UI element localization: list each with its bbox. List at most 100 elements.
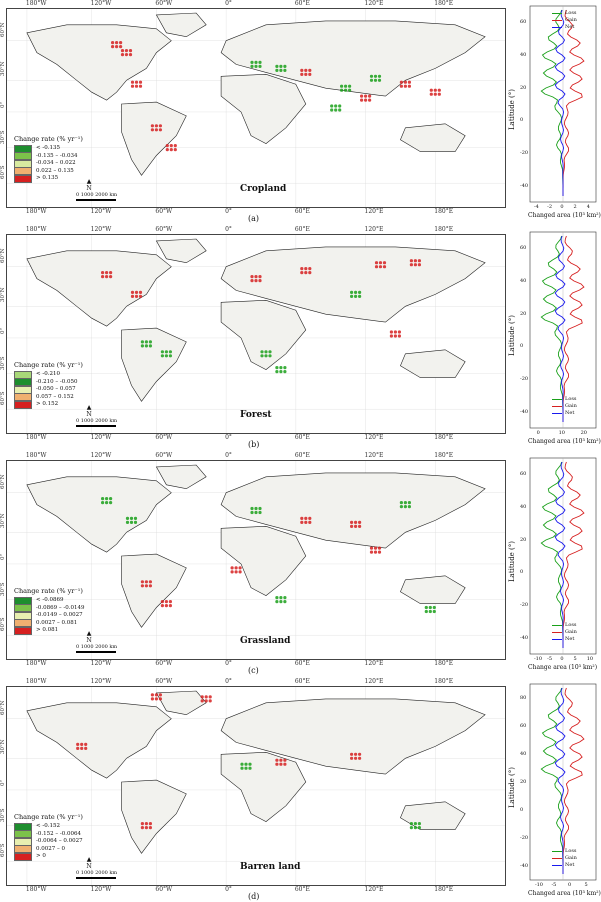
change-patch bbox=[397, 334, 401, 338]
chart-legend-swatch bbox=[552, 12, 562, 15]
chart-xtick: 10 bbox=[558, 430, 565, 436]
change-patch bbox=[354, 294, 358, 298]
legend-label: -0.135 – -0.034 bbox=[36, 152, 78, 159]
change-patch bbox=[120, 53, 125, 57]
change-patch bbox=[399, 84, 403, 88]
change-patch bbox=[234, 566, 238, 570]
longitude-label: 0° bbox=[225, 886, 232, 893]
change-patch bbox=[407, 80, 411, 84]
map-title: Grassland bbox=[240, 636, 291, 646]
change-patch bbox=[148, 822, 152, 826]
change-patch bbox=[105, 271, 109, 275]
chart-ytick: 20 bbox=[520, 779, 527, 785]
change-patch bbox=[283, 762, 287, 766]
europe-asia-landmass bbox=[220, 20, 486, 97]
longitude-label: 120°W bbox=[90, 208, 112, 215]
map-legend: Change rate (% yr⁻¹) < -0.0869 -0.0869 – -… bbox=[14, 588, 84, 635]
change-patch bbox=[428, 609, 432, 614]
north-america-landmass bbox=[26, 24, 172, 101]
chart-xtick: -2 bbox=[547, 204, 553, 210]
change-patch bbox=[275, 600, 279, 604]
legend-label: < -0.210 bbox=[36, 371, 60, 378]
change-patch bbox=[254, 506, 258, 511]
longitude-label: 0° bbox=[225, 208, 232, 215]
change-patch bbox=[164, 600, 168, 604]
chart-ytick: 0 bbox=[520, 569, 524, 576]
world-map bbox=[6, 686, 506, 886]
change-patch bbox=[409, 259, 413, 263]
longitude-label: 60°W bbox=[155, 678, 173, 685]
scale-bar-label: 0 1000 2000 km bbox=[76, 418, 118, 424]
change-patch bbox=[360, 94, 364, 98]
profile-plot bbox=[529, 231, 597, 429]
change-patch bbox=[403, 80, 407, 84]
change-patch bbox=[338, 108, 342, 112]
australia-landmass bbox=[400, 349, 466, 378]
change-patch bbox=[308, 72, 312, 76]
change-patch bbox=[250, 279, 254, 283]
north-arrow-icon: ▲ N bbox=[86, 856, 92, 870]
change-patch bbox=[374, 265, 379, 269]
chart-xtick: -5 bbox=[547, 656, 553, 662]
change-patch bbox=[399, 505, 403, 509]
chart-legend-label: Loss bbox=[565, 848, 577, 854]
change-patch bbox=[377, 78, 382, 82]
change-patch bbox=[403, 84, 407, 88]
change-patch bbox=[403, 501, 407, 505]
latitude-profile-chart bbox=[529, 5, 597, 203]
chart-ytick: 40 bbox=[520, 751, 527, 757]
south-america-landmass bbox=[121, 779, 187, 854]
change-patch bbox=[111, 41, 115, 45]
change-patch bbox=[424, 609, 428, 614]
change-patch bbox=[409, 826, 413, 830]
change-patch bbox=[279, 68, 283, 72]
change-patch bbox=[300, 520, 304, 524]
change-patch bbox=[140, 344, 144, 348]
change-patch bbox=[109, 497, 113, 501]
change-patch bbox=[399, 501, 403, 505]
legend-label: -0.210 – -0.050 bbox=[36, 378, 78, 385]
change-patch bbox=[258, 510, 262, 515]
latitude-label: 30°N bbox=[0, 739, 6, 755]
europe-asia-landmass bbox=[220, 698, 486, 775]
change-patch bbox=[354, 520, 358, 524]
change-patch bbox=[275, 762, 279, 766]
change-patch bbox=[437, 92, 441, 96]
change-patch bbox=[105, 501, 109, 505]
change-patch bbox=[250, 506, 254, 511]
chart-ytick: 40 bbox=[520, 278, 527, 284]
legend-label: > 0.081 bbox=[36, 627, 59, 634]
change-patch bbox=[358, 294, 362, 298]
change-patch bbox=[275, 366, 279, 370]
series-gain-line bbox=[562, 9, 585, 196]
change-patch bbox=[358, 524, 362, 528]
change-patch bbox=[133, 520, 138, 524]
change-patch bbox=[360, 98, 364, 102]
australia-landmass bbox=[400, 123, 466, 152]
longitude-label: 60°E bbox=[294, 434, 310, 441]
change-patch bbox=[389, 334, 393, 338]
chart-legend-label: Gain bbox=[565, 17, 577, 23]
longitude-label: 0° bbox=[225, 660, 232, 667]
legend-label: -0.152 – -0.0064 bbox=[36, 830, 81, 837]
chart-ytick: 20 bbox=[520, 310, 527, 317]
latitude-label: 60°N bbox=[0, 474, 6, 489]
legend-label: -0.0149 – 0.0027 bbox=[36, 612, 83, 619]
change-patch bbox=[409, 822, 413, 826]
change-patch bbox=[424, 605, 428, 610]
chart-legend-swatch bbox=[552, 638, 562, 641]
legend-label: > 0 bbox=[36, 853, 46, 860]
chart-legend-swatch bbox=[552, 857, 562, 860]
change-patch bbox=[148, 340, 152, 344]
longitude-label: 180°E bbox=[434, 434, 454, 441]
change-patch bbox=[368, 94, 372, 98]
change-patch bbox=[134, 80, 139, 84]
latitude-label: 0° bbox=[0, 327, 6, 334]
latitude-label: 30°N bbox=[0, 513, 6, 529]
change-patch bbox=[283, 600, 287, 604]
chart-ytick: -40 bbox=[520, 408, 529, 415]
scale-bar-label: 0 1000 2000 km bbox=[76, 644, 118, 650]
change-patch bbox=[254, 64, 258, 68]
chart-legend: Loss Gain Net bbox=[552, 848, 577, 869]
longitude-label: 180°E bbox=[434, 886, 454, 893]
